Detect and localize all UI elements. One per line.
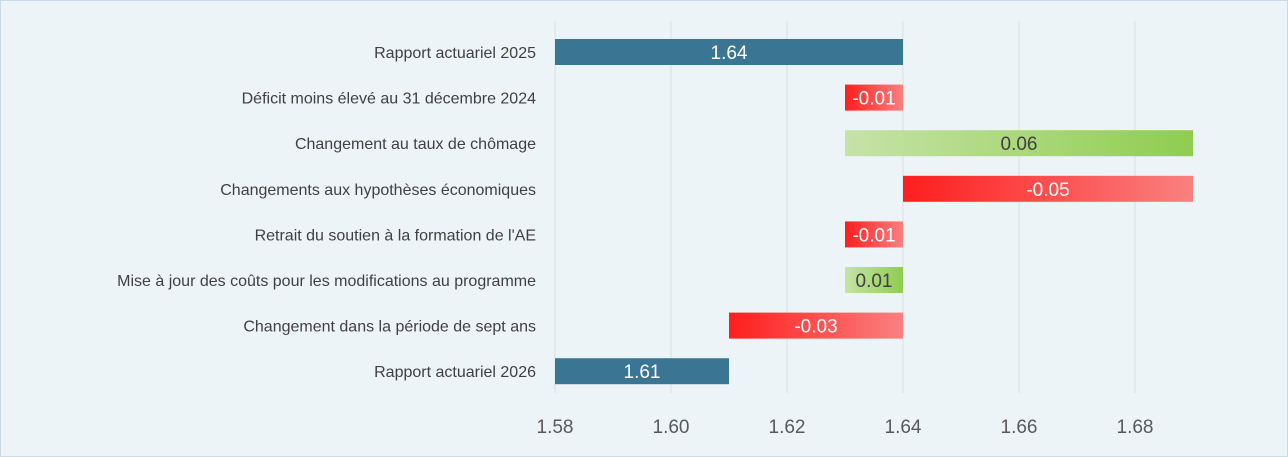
bar-value-label: 1.64 xyxy=(711,43,748,64)
category-label: Déficit moins élevé au 31 décembre 2024 xyxy=(242,91,536,108)
x-tick-label: 1.64 xyxy=(885,417,922,438)
bar-increase xyxy=(845,267,903,293)
x-tick-label: 1.62 xyxy=(769,417,806,438)
bar-decrease xyxy=(845,84,903,111)
x-tick-label: 1.66 xyxy=(1001,417,1038,438)
bar-decrease xyxy=(845,221,903,248)
bar-value-label: -0.01 xyxy=(852,225,895,246)
category-label: Changements aux hypothèses économiques xyxy=(220,182,536,199)
bar-decrease xyxy=(903,175,1193,202)
x-tick-label: 1.60 xyxy=(653,417,690,438)
bar-total xyxy=(555,39,903,65)
bar-value-label: -0.05 xyxy=(1026,180,1069,201)
x-tick-label: 1.68 xyxy=(1117,417,1154,438)
bar-decrease xyxy=(729,312,903,339)
category-label: Changement au taux de chômage xyxy=(295,136,536,153)
bar-total xyxy=(555,358,729,385)
category-label: Mise à jour des coûts pour les modificat… xyxy=(117,273,536,290)
category-label: Rapport actuariel 2026 xyxy=(374,364,536,381)
bars xyxy=(555,39,1193,385)
bar-value-label: 0.06 xyxy=(1001,134,1038,155)
x-tick-label: 1.58 xyxy=(537,417,574,438)
gridlines xyxy=(554,21,1136,393)
category-label: Rapport actuariel 2025 xyxy=(374,45,536,62)
category-label: Retrait du soutien à la formation de l'A… xyxy=(255,227,536,244)
bar-value-label: 1.61 xyxy=(624,362,661,383)
bar-labels: 1.64 -0.01 0.06 -0.05 -0.01 0.01 -0.03 1.61 xyxy=(624,43,1070,383)
category-label: Changement dans la période de sept ans xyxy=(243,319,536,336)
bar-value-label: 0.01 xyxy=(856,271,893,292)
category-labels: Rapport actuariel 2025 Déficit moins élev… xyxy=(117,45,536,381)
bar-value-label: -0.03 xyxy=(794,317,837,338)
bar-increase xyxy=(845,130,1193,157)
bar-value-label: -0.01 xyxy=(852,89,895,110)
x-tick-labels: 1.58 1.60 1.62 1.64 1.66 1.68 xyxy=(537,417,1154,438)
